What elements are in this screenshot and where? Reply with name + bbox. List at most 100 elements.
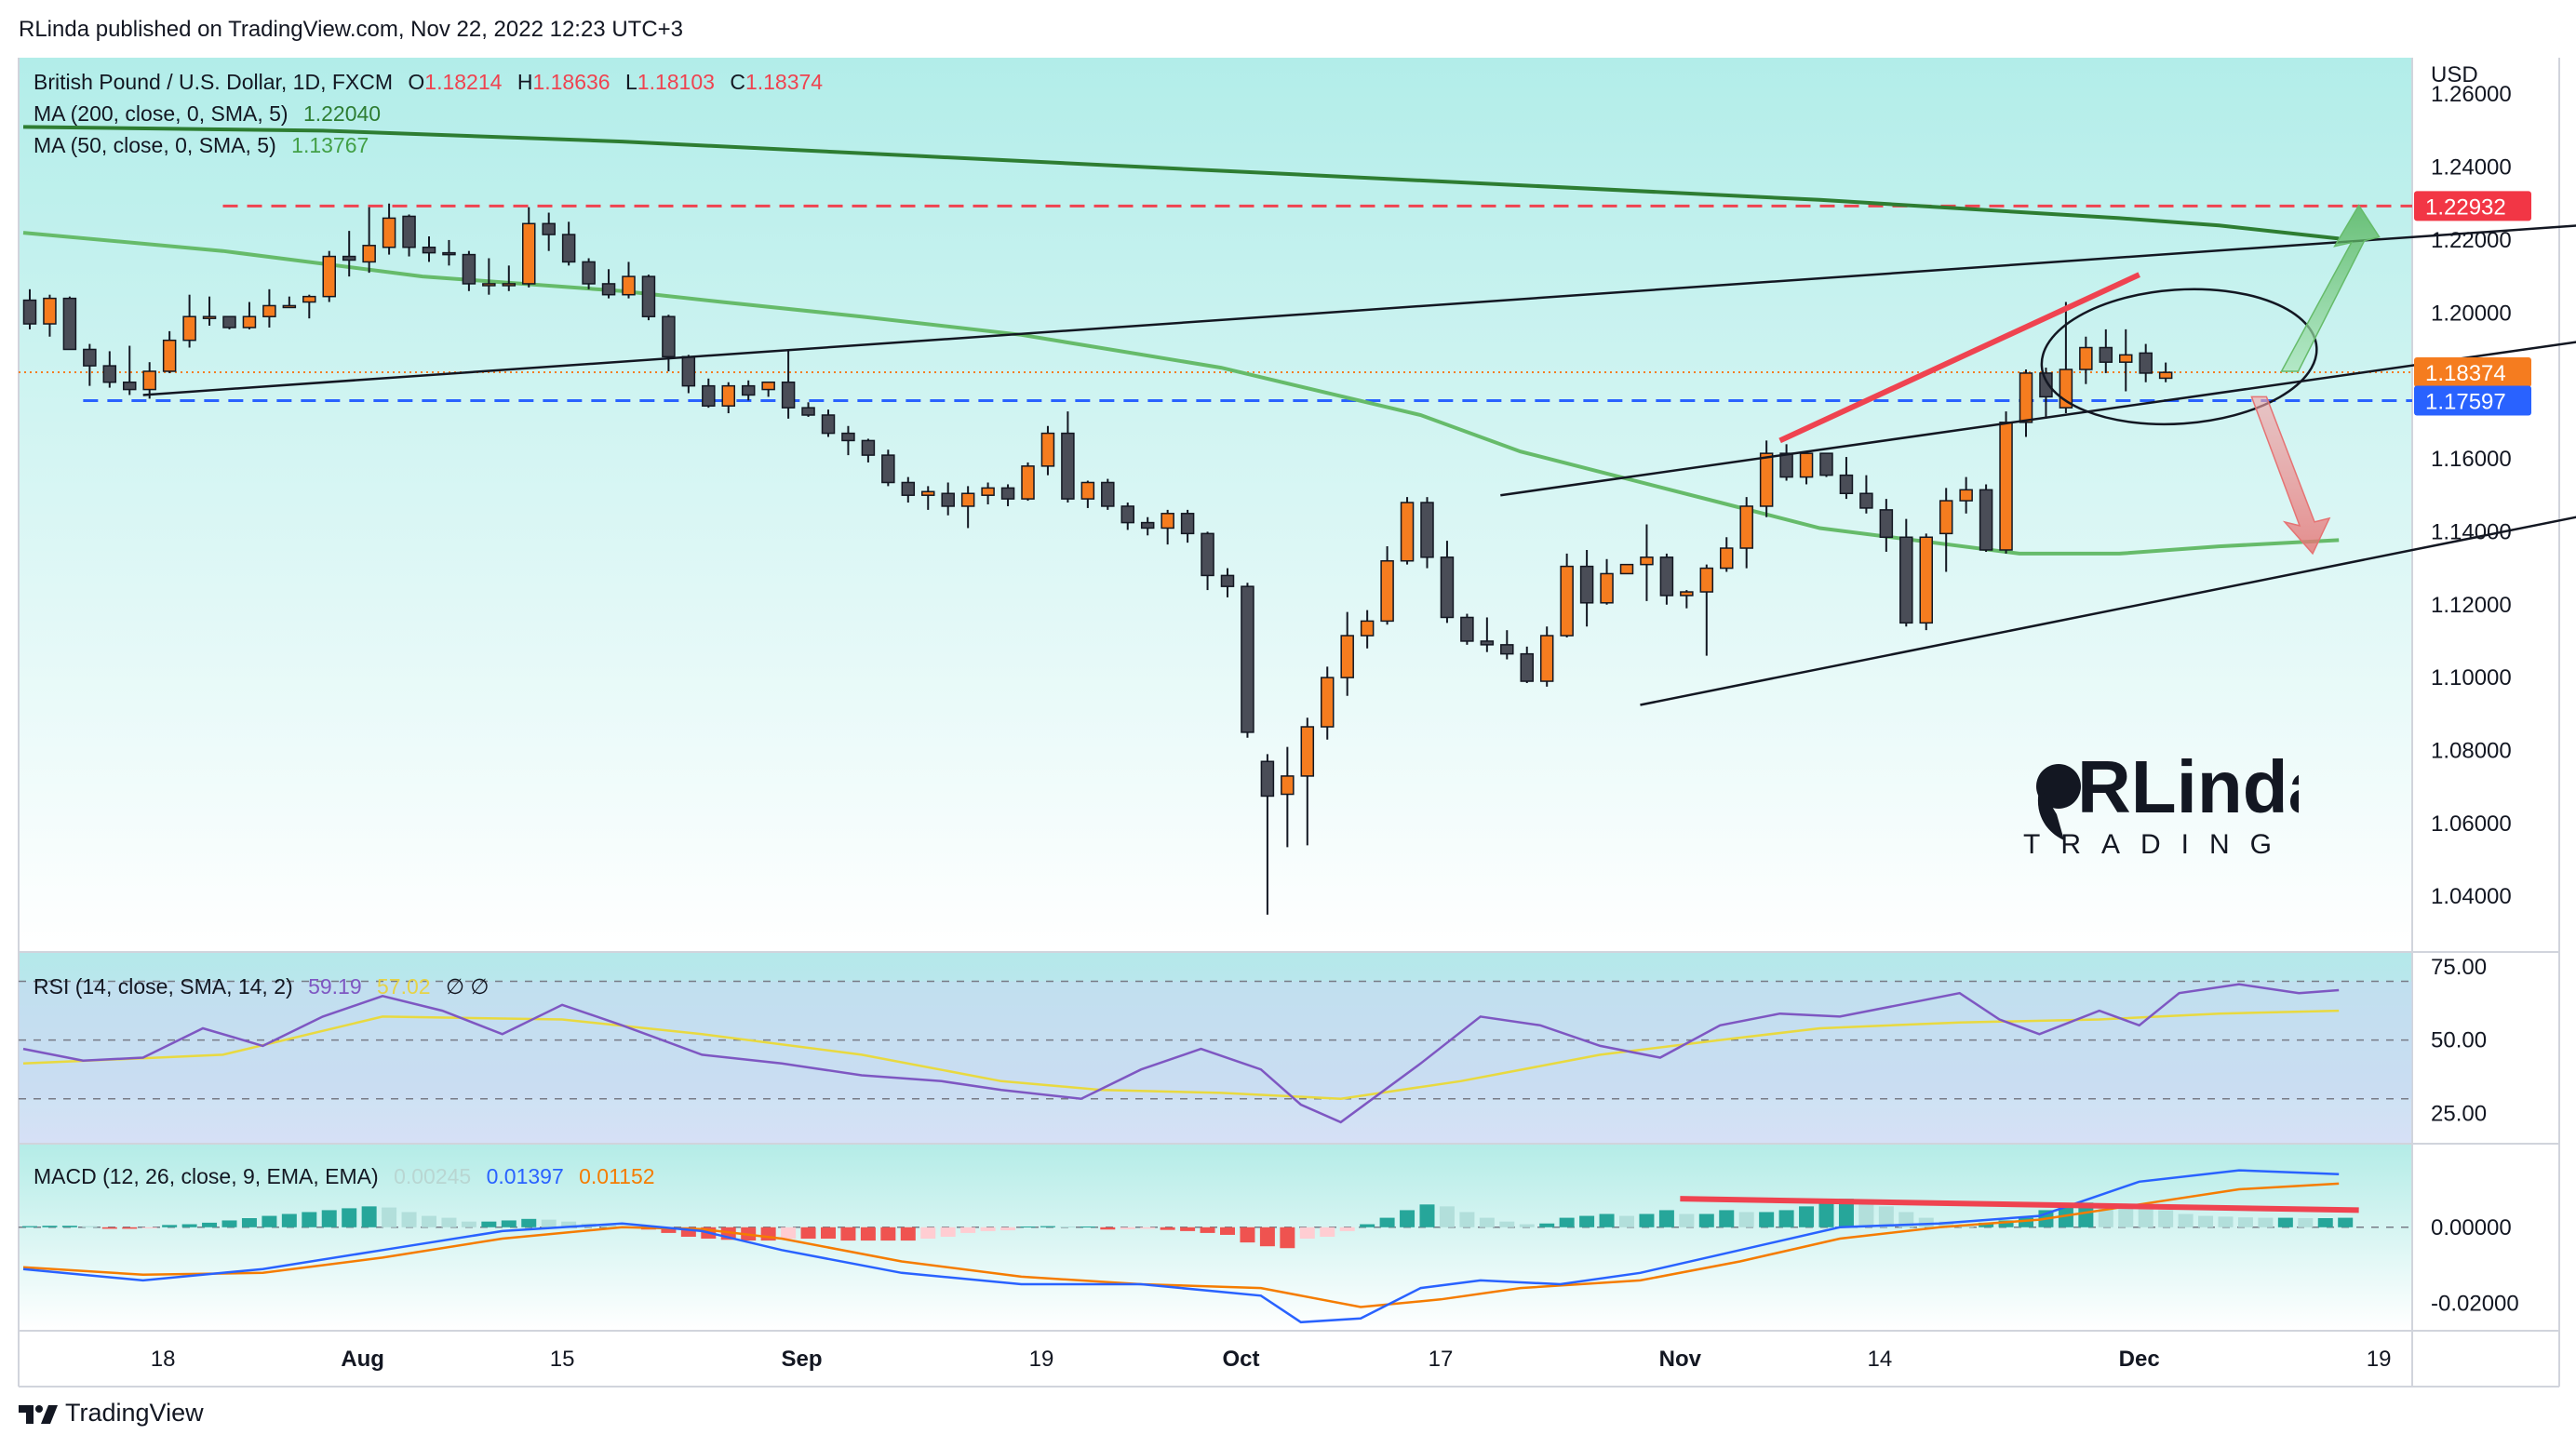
macd-histogram-bar bbox=[181, 1224, 197, 1227]
macd-histogram-bar bbox=[1759, 1212, 1775, 1227]
candle bbox=[242, 315, 257, 328]
macd-histogram-bar bbox=[800, 1227, 816, 1240]
price-tick-label: 1.22000 bbox=[2431, 228, 2512, 253]
candle bbox=[901, 481, 916, 496]
macd-histogram-bar bbox=[1459, 1212, 1475, 1227]
macd-histogram-bar bbox=[1200, 1227, 1215, 1233]
macd-histogram-bar bbox=[1419, 1204, 1435, 1227]
macd-histogram-bar bbox=[1100, 1227, 1116, 1230]
candle bbox=[821, 414, 836, 435]
resistance-price-box bbox=[2414, 191, 2531, 221]
ma50-line bbox=[22, 231, 2340, 556]
support-price-box bbox=[2414, 385, 2531, 416]
macd-histogram-bar bbox=[481, 1221, 497, 1227]
candle bbox=[222, 315, 236, 328]
macd-histogram-bar bbox=[2277, 1217, 2293, 1227]
candle bbox=[1120, 505, 1134, 524]
macd-line bbox=[22, 1169, 2340, 1324]
macd-histogram-bar bbox=[2237, 1217, 2253, 1227]
macd-histogram-bar bbox=[1120, 1227, 1135, 1229]
candle bbox=[22, 299, 37, 325]
macd-histogram-bar bbox=[1818, 1200, 1834, 1227]
candle bbox=[402, 215, 416, 248]
candle bbox=[1300, 726, 1315, 777]
macd-histogram-bar bbox=[422, 1215, 436, 1227]
candle bbox=[162, 339, 177, 372]
macd-histogram-bar bbox=[821, 1227, 836, 1240]
mid-channel-line bbox=[1500, 341, 2576, 497]
candle bbox=[981, 487, 995, 496]
rsi-sma-value: 57.02 bbox=[377, 974, 431, 999]
candle bbox=[382, 217, 396, 248]
candle bbox=[442, 251, 456, 256]
macd-histogram-bar bbox=[521, 1218, 537, 1227]
candle bbox=[62, 297, 77, 351]
current-price-box bbox=[2414, 356, 2531, 387]
candle bbox=[262, 304, 276, 317]
candle bbox=[1739, 505, 1753, 549]
time-tick-label: Aug bbox=[341, 1347, 384, 1372]
macd-histogram-bar bbox=[221, 1220, 237, 1227]
macd-histogram-bar bbox=[2138, 1208, 2153, 1227]
ma50-value: 1.13767 bbox=[291, 133, 369, 157]
macd-histogram-bar bbox=[2078, 1202, 2094, 1227]
time-tick-label: Sep bbox=[782, 1347, 823, 1372]
candle bbox=[1520, 652, 1534, 682]
time-tick-label: 18 bbox=[151, 1347, 176, 1372]
price-tick-label: 1.20000 bbox=[2431, 301, 2512, 326]
macd-histogram-bar bbox=[302, 1212, 317, 1227]
macd-pane-bg bbox=[19, 1144, 2412, 1330]
candle bbox=[1101, 481, 1115, 507]
macd-histogram-bar bbox=[2317, 1218, 2333, 1227]
macd-histogram-bar bbox=[281, 1213, 297, 1227]
candle bbox=[1220, 574, 1235, 587]
current-price-label: 1.18374 bbox=[2425, 361, 2506, 386]
macd-histogram-bar bbox=[1499, 1221, 1515, 1227]
candle bbox=[1699, 567, 1714, 593]
macd-histogram-bar bbox=[541, 1219, 557, 1227]
candle bbox=[1879, 509, 1894, 539]
macd-histogram-bar bbox=[980, 1227, 996, 1231]
candle bbox=[1321, 677, 1335, 728]
candle bbox=[2099, 346, 2113, 363]
macd-histogram-bar bbox=[162, 1225, 178, 1227]
candle bbox=[1180, 513, 1195, 535]
time-tick-label: Nov bbox=[1659, 1347, 1702, 1372]
candle bbox=[601, 283, 616, 296]
candle bbox=[582, 261, 596, 285]
macd-histogram-bar bbox=[1299, 1227, 1315, 1240]
candle bbox=[43, 297, 57, 325]
logo-head-shape bbox=[2036, 764, 2081, 809]
macd-histogram-bar bbox=[1280, 1227, 1295, 1249]
logo-main-text: RLinda bbox=[2077, 745, 2299, 828]
rsi-legend: RSI (14, close, SMA, 14, 2) 59.19 57.02 … bbox=[34, 974, 498, 999]
macd-histogram-bar bbox=[1799, 1206, 1815, 1227]
candle bbox=[1539, 635, 1554, 682]
symbol-legend: British Pound / U.S. Dollar, 1D, FXCM O1… bbox=[34, 70, 832, 95]
candle bbox=[1579, 565, 1594, 604]
candle bbox=[182, 315, 196, 342]
macd-histogram-bar bbox=[781, 1227, 797, 1240]
candle bbox=[1720, 547, 1734, 570]
high-value: 1.18636 bbox=[532, 70, 610, 94]
candle bbox=[282, 304, 297, 309]
ma200-line bbox=[22, 125, 2340, 241]
macd-histogram-bar bbox=[1000, 1227, 1016, 1231]
ma200-label: MA (200, close, 0, SMA, 5) bbox=[34, 101, 288, 126]
resistance-price-label: 1.22932 bbox=[2425, 194, 2506, 220]
candle bbox=[2039, 372, 2053, 398]
candle bbox=[1839, 474, 1854, 494]
candle bbox=[1360, 620, 1375, 637]
macd-histogram-bar bbox=[2178, 1213, 2194, 1227]
open-label: O bbox=[408, 70, 425, 94]
high-label: H bbox=[517, 70, 533, 94]
macd-histogram-bar bbox=[1320, 1227, 1335, 1237]
ma200-legend: MA (200, close, 0, SMA, 5) 1.22040 bbox=[34, 101, 390, 127]
macd-histogram-bar bbox=[1619, 1215, 1634, 1227]
macd-histogram-bar bbox=[1599, 1213, 1615, 1227]
time-tick-label: Dec bbox=[2119, 1347, 2160, 1372]
price-tick-label: 1.16000 bbox=[2431, 447, 2512, 472]
macd-histogram-bar bbox=[122, 1227, 138, 1229]
candle bbox=[1420, 502, 1434, 558]
